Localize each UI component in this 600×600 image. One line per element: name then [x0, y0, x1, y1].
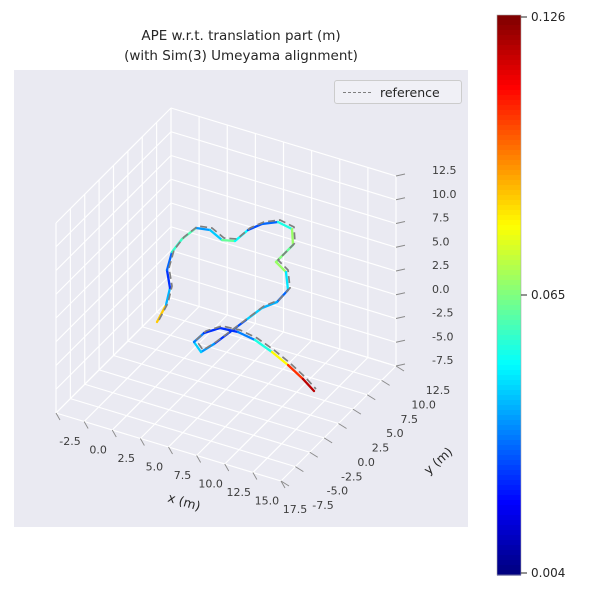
y-tick-label: 2.5	[372, 442, 390, 455]
z-tick-label: 2.5	[432, 259, 450, 272]
z-tick-label: 5.0	[432, 235, 450, 248]
x-tick-label: 12.5	[227, 486, 252, 499]
legend-dash-sample-icon	[343, 91, 371, 93]
x-tick-label: 10.0	[198, 478, 223, 491]
colorbar-tick-label: 0.065	[531, 288, 565, 302]
x-tick-label: 15.0	[255, 495, 280, 508]
x-tick-label: 2.5	[118, 452, 136, 465]
y-tick-label: -7.5	[312, 499, 333, 512]
z-tick-label: 7.5	[432, 212, 450, 225]
z-tick-label: -7.5	[432, 354, 453, 367]
colorbar-tick-label: 0.126	[531, 10, 565, 24]
y-tick-label: -2.5	[341, 470, 362, 483]
z-tick-label: 0.0	[432, 283, 450, 296]
colorbar-tick-label: 0.004	[531, 566, 565, 580]
y-tick-label: 7.5	[401, 413, 419, 426]
y-tick-label: 5.0	[386, 427, 404, 440]
tick-labels: -2.50.02.55.07.510.012.515.017.5 -7.5-5.0…	[59, 164, 456, 516]
z-tick-label: 10.0	[432, 188, 457, 201]
z-tick-label: -2.5	[432, 307, 453, 320]
chart-title-line1: APE w.r.t. translation part (m)	[141, 28, 341, 44]
chart-title: APE w.r.t. translation part (m) (with Si…	[14, 27, 468, 66]
chart-title-line2: (with Sim(3) Umeyama alignment)	[124, 47, 358, 64]
y-tick-label: 10.0	[411, 398, 436, 411]
colorbar: 0.126 0.065 0.004	[496, 10, 565, 580]
x-tick-label: 5.0	[146, 461, 164, 474]
legend: reference	[334, 80, 462, 104]
axes-background	[14, 70, 468, 527]
z-tick-label: 12.5	[432, 164, 457, 177]
x-tick-label: -2.5	[59, 435, 80, 448]
tick-marks	[55, 173, 406, 489]
x-tick-label: 7.5	[174, 469, 192, 482]
x-tick-label: 17.5	[283, 503, 308, 516]
x-tick-label: 0.0	[89, 444, 107, 457]
y-tick-label: 12.5	[426, 384, 451, 397]
grid	[55, 107, 397, 482]
y-tick-label: -5.0	[327, 485, 348, 498]
reference-trajectory	[158, 219, 317, 390]
y-tick-label: 0.0	[357, 456, 375, 469]
z-tick-label: -5.0	[432, 330, 453, 343]
legend-label: reference	[380, 84, 440, 100]
